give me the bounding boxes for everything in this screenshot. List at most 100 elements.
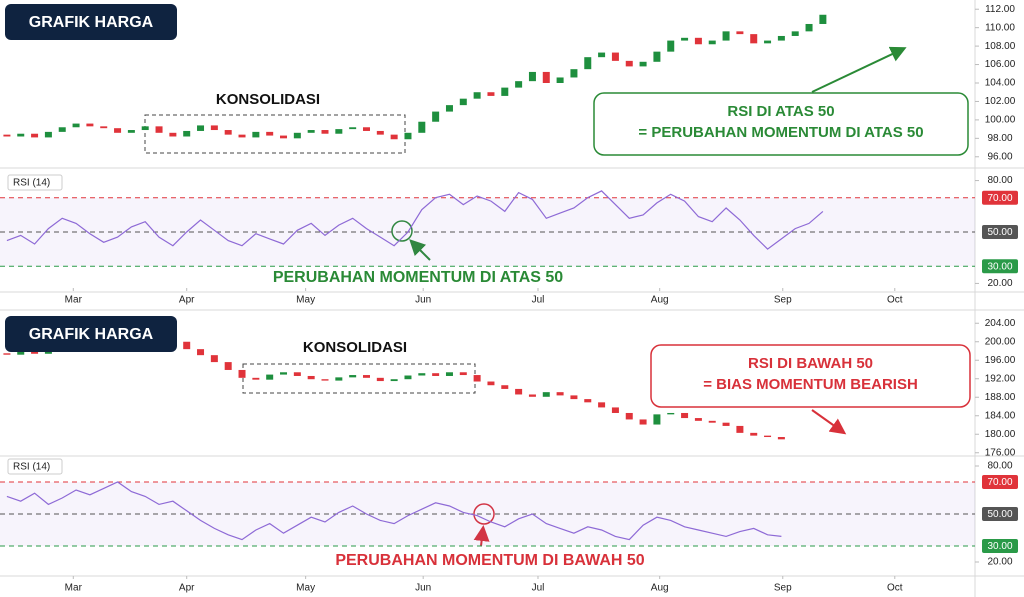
y-tick-label: 110.00 (985, 22, 1015, 33)
candle (764, 40, 772, 44)
y-tick-label: 50.00 (987, 227, 1012, 238)
candle (349, 375, 357, 378)
level-label-box (982, 539, 1018, 553)
candle (473, 92, 481, 99)
candle (252, 377, 260, 380)
candle (584, 57, 592, 70)
candle (404, 132, 412, 140)
candle (653, 51, 661, 62)
candle (390, 379, 398, 382)
y-tick-label: 102.00 (985, 96, 1016, 107)
x-tick-label: Mar (65, 583, 83, 594)
candle (667, 40, 675, 52)
candle (722, 31, 730, 41)
rsi-line (6, 481, 782, 541)
callout-text: RSI DI ATAS 50 (727, 103, 834, 120)
candle (362, 127, 370, 131)
candle (17, 351, 25, 355)
candle (570, 69, 578, 78)
candle (58, 127, 66, 132)
x-tick-label: Sep (774, 583, 792, 594)
candle (653, 414, 661, 425)
y-tick-label: 80.00 (987, 461, 1012, 472)
x-tick-label: Jun (415, 295, 431, 306)
candle (362, 375, 370, 378)
candle (681, 37, 689, 41)
cross-marker (473, 503, 495, 525)
x-tick-label: Oct (887, 583, 903, 594)
y-tick-label: 106.00 (985, 59, 1016, 70)
candle (238, 134, 246, 138)
candle (432, 373, 440, 376)
x-tick-label: Jul (532, 295, 545, 306)
indicator-label: RSI (14) (13, 178, 50, 189)
candle (183, 341, 191, 350)
candle (197, 125, 205, 131)
candle (390, 134, 398, 140)
y-tick-label: 176.00 (985, 447, 1016, 458)
candle (819, 14, 827, 24)
callout-text: = BIAS MOMENTUM BEARISH (703, 376, 918, 393)
x-tick-label: Aug (651, 295, 669, 306)
callout-text: = PERUBAHAN MOMENTUM DI ATAS 50 (638, 124, 923, 141)
candle (224, 130, 232, 135)
rsi-line (6, 190, 824, 250)
candle (252, 131, 260, 138)
y-tick-label: 20.00 (987, 557, 1012, 568)
candle (293, 132, 301, 139)
y-tick-label: 70.00 (987, 193, 1012, 204)
y-tick-label: 80.00 (987, 175, 1012, 186)
candle (445, 372, 453, 376)
y-tick-label: 30.00 (987, 261, 1012, 272)
candle (625, 412, 633, 420)
candle (459, 98, 467, 106)
candle (114, 128, 122, 133)
candle (376, 130, 384, 135)
annotation: KONSOLIDASI (303, 339, 407, 356)
candle (528, 394, 536, 397)
cross-marker (391, 220, 413, 242)
candle (335, 377, 343, 381)
candle (750, 34, 758, 44)
candle (556, 77, 564, 83)
candle (459, 372, 467, 376)
level-label-box (982, 507, 1018, 521)
x-tick-label: Apr (179, 583, 195, 594)
title-badge (5, 316, 177, 352)
candle (210, 125, 218, 131)
candle (487, 92, 495, 96)
x-tick-label: Aug (651, 583, 669, 594)
candle (404, 375, 412, 380)
candle (3, 134, 11, 137)
chart-title: GRAFIK HARGA (29, 326, 154, 343)
candle (777, 35, 785, 41)
candle (611, 52, 619, 61)
level-label-box (982, 225, 1018, 239)
candle (321, 379, 329, 381)
candle (307, 375, 315, 380)
candle (736, 31, 744, 35)
candle (708, 40, 716, 45)
candle (17, 133, 25, 137)
x-tick-label: Mar (65, 295, 83, 306)
candle (694, 418, 702, 421)
candle (777, 437, 785, 440)
indicator-label: RSI (14) (13, 462, 50, 473)
level-label-box (982, 259, 1018, 274)
candle (197, 349, 205, 356)
y-tick-label: 96.00 (987, 151, 1012, 162)
candle (694, 37, 702, 45)
candle (280, 135, 288, 139)
candle (31, 351, 39, 354)
candle (418, 121, 426, 133)
y-tick-label: 112.00 (985, 4, 1015, 15)
candle (86, 123, 94, 127)
candle (501, 87, 509, 96)
candle (584, 399, 592, 403)
y-tick-label: 108.00 (985, 41, 1016, 52)
candle (266, 131, 274, 136)
x-tick-label: Sep (774, 295, 792, 306)
candle (445, 105, 453, 112)
